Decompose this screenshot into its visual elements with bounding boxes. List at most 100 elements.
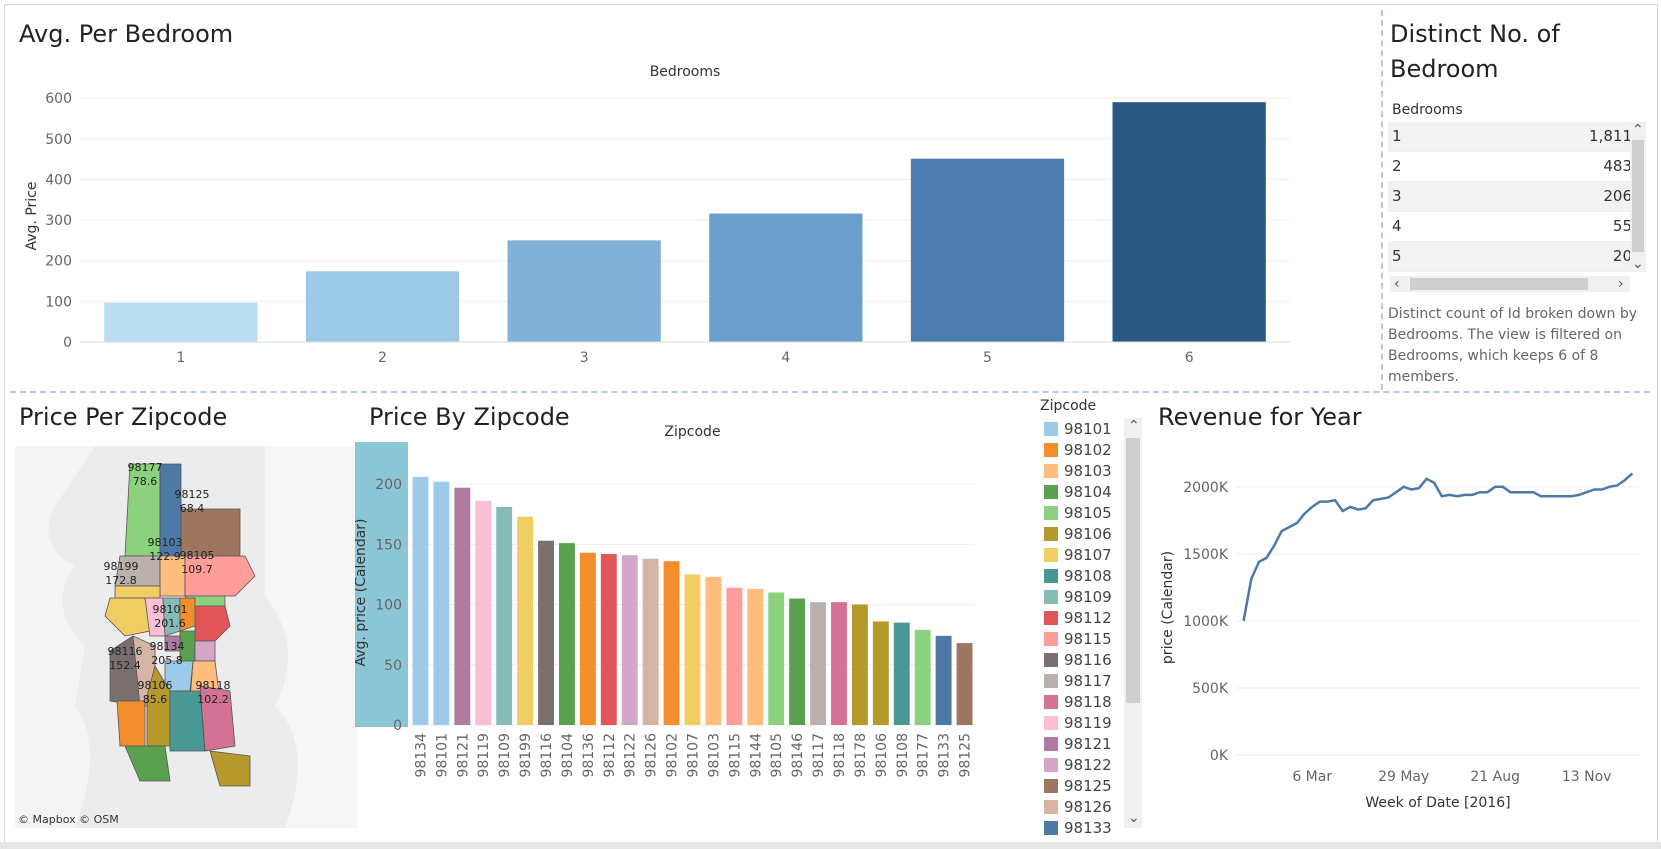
- legend-item[interactable]: 98118: [1040, 691, 1145, 712]
- legend-item[interactable]: 98102: [1040, 439, 1145, 460]
- map-label-98118: 98118 102.2: [193, 679, 233, 707]
- legend-swatch: [1044, 442, 1058, 457]
- scroll-right-icon[interactable]: ›: [1618, 276, 1624, 292]
- y-tick-label: 300: [45, 213, 72, 229]
- y-tick-label: 500: [45, 132, 72, 148]
- legend-item[interactable]: 98126: [1040, 796, 1145, 817]
- legend-items: 98101 98102 98103 98104 98105 98106 98107 98108…: [1040, 418, 1145, 838]
- legend-label: 98103: [1064, 461, 1112, 480]
- x-tick-label: 98133: [937, 733, 953, 778]
- row-bedrooms: 3: [1392, 187, 1402, 205]
- scroll-thumb[interactable]: [1410, 278, 1588, 290]
- scroll-thumb[interactable]: [1126, 438, 1140, 703]
- x-tick-label: 6: [1185, 350, 1194, 366]
- price-per-zipcode-title: Price Per Zipcode: [19, 403, 228, 431]
- legend-item[interactable]: 98109: [1040, 586, 1145, 607]
- legend-scrollbar[interactable]: ⌃ ⌄: [1124, 418, 1142, 828]
- legend-label: 98126: [1064, 797, 1112, 816]
- x-tick-label: 21 Aug: [1470, 769, 1520, 785]
- legend-item[interactable]: 98121: [1040, 733, 1145, 754]
- x-tick-label: 98103: [706, 733, 722, 778]
- bar-zip-98102: [663, 561, 680, 725]
- legend-item[interactable]: 98133: [1040, 817, 1145, 838]
- map-label-value: 68.4: [179, 502, 205, 515]
- table-row[interactable]: 1 1,811: [1388, 122, 1636, 152]
- scroll-up-icon[interactable]: ⌃: [1632, 122, 1644, 138]
- table-body: 1 1,811 2 483 3 206 4 55 5 20: [1388, 122, 1656, 272]
- legend-swatch: [1044, 820, 1058, 835]
- legend-item[interactable]: 98101: [1040, 418, 1145, 439]
- legend-item[interactable]: 98116: [1040, 649, 1145, 670]
- row-bedrooms: 4: [1392, 217, 1402, 235]
- legend-item[interactable]: 98112: [1040, 607, 1145, 628]
- bar-zip-98117: [810, 602, 827, 725]
- price-by-zipcode-chart: Zipcode 0 50 100 150 200 Avg. price (Calendar)…: [355, 424, 975, 778]
- bar-zip-98109: [496, 506, 513, 725]
- bar-zip-98177: [914, 629, 931, 725]
- legend-item[interactable]: 98108: [1040, 565, 1145, 586]
- table-row[interactable]: 3 206: [1388, 182, 1636, 212]
- revenue-line-chart: 0K 500K 1000K 1500K 2000K price (Calendar) 6 M…: [1160, 472, 1640, 811]
- table-horizontal-scrollbar[interactable]: ‹ ›: [1390, 276, 1630, 292]
- x-tick-label: 3: [580, 350, 589, 366]
- legend-label: 98116: [1064, 650, 1112, 669]
- legend-item[interactable]: 98115: [1040, 628, 1145, 649]
- bar-zip-98122: [621, 555, 638, 725]
- y-tick-label: 100: [375, 598, 402, 614]
- map-label-value: 205.8: [151, 654, 183, 667]
- y-tick-label: 200: [45, 254, 72, 270]
- bar-bedroom-1: [104, 302, 258, 342]
- legend-swatch: [1044, 715, 1058, 730]
- bar-bedroom-5: [910, 158, 1065, 342]
- legend-item[interactable]: 98105: [1040, 502, 1145, 523]
- price-by-zipcode-title: Price By Zipcode: [369, 403, 570, 431]
- scroll-left-icon[interactable]: ‹: [1394, 276, 1400, 292]
- scroll-up-icon[interactable]: ⌃: [1128, 418, 1140, 434]
- legend-item[interactable]: 98103: [1040, 460, 1145, 481]
- legend-item[interactable]: 98104: [1040, 481, 1145, 502]
- legend-item[interactable]: 98107: [1040, 544, 1145, 565]
- map-label-zip: 98103: [147, 536, 183, 549]
- legend-label: 98121: [1064, 734, 1112, 753]
- y-axis-label: Avg. Price: [24, 182, 40, 251]
- table-vertical-scrollbar[interactable]: ⌃ ⌄: [1630, 122, 1646, 272]
- row-count: 55: [1612, 217, 1632, 235]
- sheet-tab-bar[interactable]: [0, 842, 1661, 849]
- x-tick-label: 2: [378, 350, 387, 366]
- table-row[interactable]: 4 55: [1388, 212, 1636, 242]
- map-region-98122: [194, 640, 216, 662]
- y-tick-label: 150: [375, 537, 402, 553]
- y-axis-highlight: [355, 442, 408, 727]
- x-tick-label: 13 Nov: [1562, 769, 1612, 785]
- scroll-down-icon[interactable]: ⌄: [1632, 256, 1644, 272]
- revenue-series-line: [1242, 472, 1634, 622]
- map-label-98106: 98106 85.6: [135, 679, 175, 707]
- legend-swatch: [1044, 526, 1058, 541]
- bar-zip-98107: [684, 574, 701, 725]
- legend-swatch: [1044, 568, 1058, 583]
- y-tick-label: 500K: [1192, 681, 1229, 697]
- x-tick-label: 98104: [560, 733, 576, 778]
- legend-item[interactable]: 98106: [1040, 523, 1145, 544]
- map-label-98125: 98125 68.4: [172, 488, 212, 516]
- legend-label: 98115: [1064, 629, 1112, 648]
- legend-item[interactable]: 98119: [1040, 712, 1145, 733]
- panel-divider-horizontal: [10, 391, 1650, 393]
- scroll-thumb[interactable]: [1632, 140, 1644, 252]
- legend-item[interactable]: 98117: [1040, 670, 1145, 691]
- bar-zip-98199: [517, 516, 534, 725]
- legend-item[interactable]: 98122: [1040, 754, 1145, 775]
- legend-item[interactable]: 98125: [1040, 775, 1145, 796]
- map-label-value: 85.6: [142, 693, 168, 706]
- x-tick-label: 98118: [832, 733, 848, 778]
- bar-zip-98144: [747, 588, 764, 725]
- zipcode-map[interactable]: 98177 78.6 98125 68.4 98103 122.9 98105 109.7 98…: [15, 446, 357, 828]
- legend-label: 98117: [1064, 671, 1112, 690]
- map-label-zip: 98101: [152, 603, 188, 616]
- table-row[interactable]: 2 483: [1388, 152, 1636, 182]
- table-row[interactable]: 5 20: [1388, 242, 1636, 272]
- row-bedrooms: 2: [1392, 157, 1402, 175]
- legend-label: 98106: [1064, 524, 1112, 543]
- scroll-down-icon[interactable]: ⌄: [1128, 810, 1140, 826]
- bar-zip-98116: [538, 540, 554, 725]
